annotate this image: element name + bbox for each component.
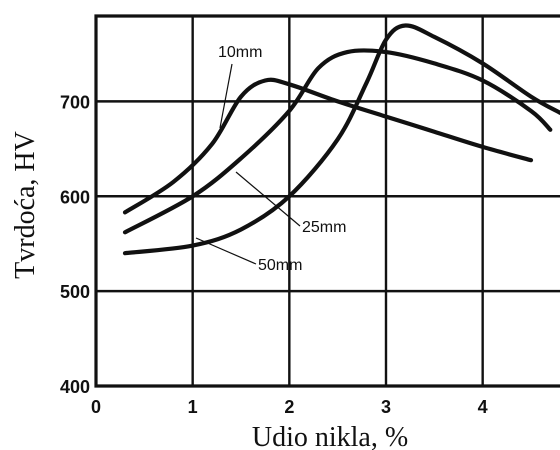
series-label-50mm: 50mm: [258, 257, 302, 274]
x-tick-label-1: 1: [188, 397, 198, 417]
series-leader-10mm: [219, 63, 233, 129]
series-line-10mm: [122, 77, 534, 215]
series-line-25mm: [122, 48, 553, 235]
y-tick-label-400: 400: [60, 377, 90, 397]
series-leader-25mm: [235, 171, 301, 227]
y-tick-label-700: 700: [60, 92, 90, 112]
x-tick-label-4: 4: [478, 397, 488, 417]
plot-frame: [94, 14, 560, 388]
x-tick-label-3: 3: [381, 397, 391, 417]
x-tick-label-0: 0: [91, 397, 101, 417]
y-axis-title: Tvrdoća, HV: [10, 131, 41, 279]
series-line-50mm: [122, 23, 560, 256]
series-leader-50mm: [195, 237, 257, 265]
y-tick-label-500: 500: [60, 282, 90, 302]
x-axis-title: Udio nikla, %: [252, 422, 408, 450]
series-label-25mm: 25mm: [302, 219, 346, 236]
y-tick-label-600: 600: [60, 187, 90, 207]
x-tick-label-2: 2: [284, 397, 294, 417]
series-label-10mm: 10mm: [218, 44, 262, 61]
